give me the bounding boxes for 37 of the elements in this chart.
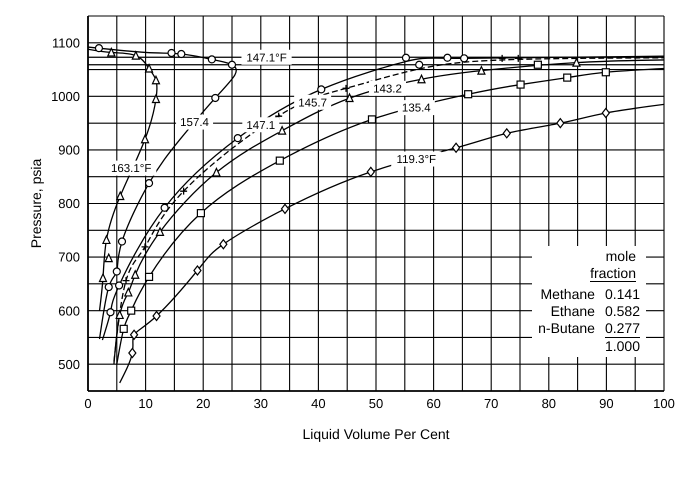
y-tick-label: 500	[58, 356, 80, 372]
annotation: fraction	[590, 265, 636, 282]
x-tick-label: 80	[542, 396, 556, 412]
y-tick-label: 600	[58, 303, 80, 318]
annotation: 0.582	[604, 303, 640, 320]
annotation: Methane	[539, 286, 596, 303]
annotation: 147.1	[246, 120, 276, 132]
annotation: 145.7	[298, 97, 328, 110]
annotation: Ethane	[550, 303, 596, 320]
annotation: 157.4	[180, 117, 210, 130]
annotation: mole	[604, 248, 637, 265]
x-tick-label: 50	[368, 396, 384, 412]
x-tick-label: 70	[484, 396, 498, 412]
annotation: n-Butane	[538, 320, 596, 338]
annotation: 135.4	[402, 102, 432, 115]
annotation: 0.277	[604, 320, 640, 338]
y-tick-label: 1000	[51, 88, 80, 104]
y-tick-label: 1100	[52, 35, 80, 50]
annotation: 1.000	[604, 338, 640, 355]
annotation: 143.2	[373, 83, 402, 96]
annotation: 147.1°F	[246, 52, 287, 64]
x-tick-label: 90	[599, 396, 614, 412]
y-tick-label: 900	[58, 142, 80, 158]
x-tick-label: 100	[653, 396, 675, 412]
x-axis-title: Liquid Volume Per Cent	[302, 426, 450, 442]
x-tick-label: 30	[254, 396, 268, 412]
annotation: 0.141	[604, 286, 640, 303]
annotation: 119.3°F	[396, 154, 436, 166]
x-tick-label: 40	[311, 396, 326, 412]
y-axis-title: Pressure, psia	[28, 158, 44, 248]
y-tick-label: 700	[58, 250, 80, 265]
x-tick-label: 10	[138, 396, 153, 412]
x-tick-label: 20	[196, 396, 210, 412]
x-tick-label: 0	[84, 396, 92, 412]
annotation: 163.1°F	[110, 163, 152, 176]
y-tick-label: 800	[58, 196, 80, 212]
x-tick-label: 60	[426, 396, 441, 412]
